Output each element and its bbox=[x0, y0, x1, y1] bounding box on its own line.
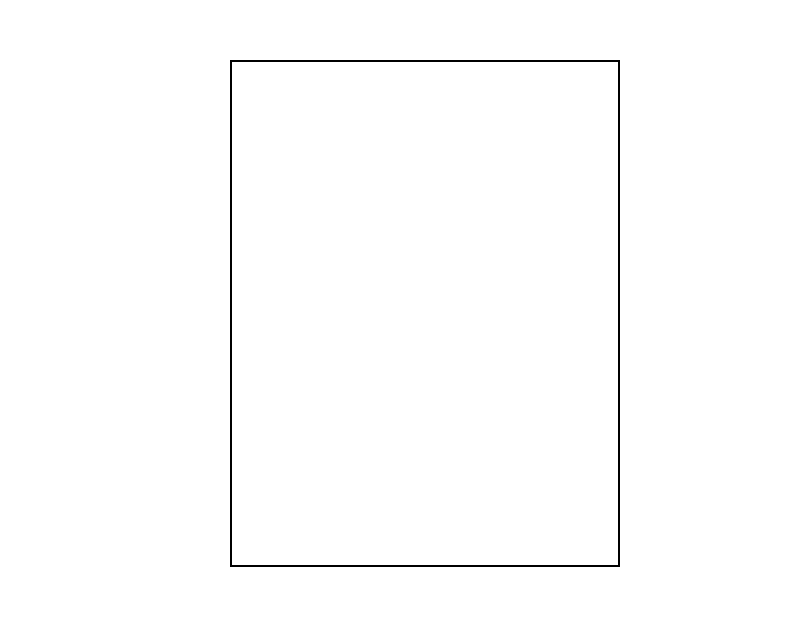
map-plot-area bbox=[230, 60, 620, 567]
vertical-velocity-map bbox=[232, 62, 532, 212]
colorbar bbox=[674, 66, 700, 562]
